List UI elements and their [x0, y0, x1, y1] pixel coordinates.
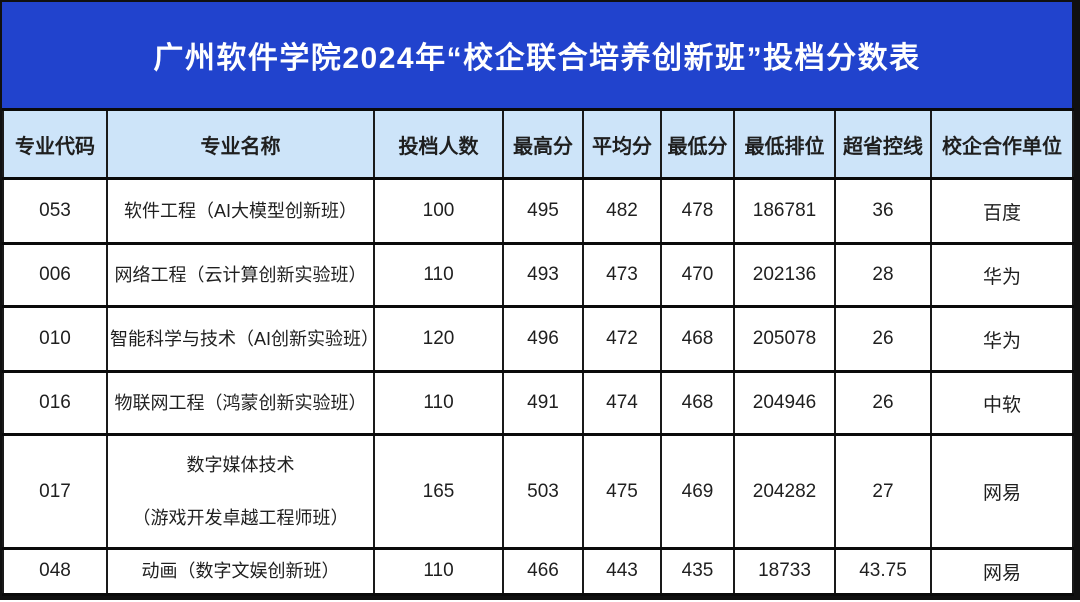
- cell-min-rank: 205078: [733, 305, 836, 374]
- cell-major-name: 智能科学与技术（AI创新实验班）: [106, 305, 375, 374]
- title-banner: 广州软件学院2024年“校企联合培养创新班”投档分数表: [2, 2, 1072, 108]
- cell-admit-count: 110: [373, 546, 504, 597]
- col-header-major-code: 专业代码: [2, 108, 108, 180]
- cell-over-control-line: 27: [834, 433, 932, 550]
- cell-avg-score: 482: [582, 176, 662, 246]
- cell-admit-count: 110: [373, 242, 504, 309]
- cell-over-control-line: 26: [834, 370, 932, 437]
- cell-over-control-line: 43.75: [834, 546, 932, 597]
- cell-min-rank: 204946: [733, 370, 836, 437]
- cell-min-score: 470: [660, 242, 735, 309]
- cell-major-code: 017: [2, 433, 108, 550]
- col-header-over-control-line: 超省控线: [834, 108, 932, 180]
- cell-min-score: 468: [660, 370, 735, 437]
- col-header-admit-count: 投档人数: [373, 108, 504, 180]
- cell-partner-company: 网易: [930, 433, 1074, 550]
- cell-major-code: 053: [2, 176, 108, 246]
- cell-admit-count: 110: [373, 370, 504, 437]
- table-row: 016 物联网工程（鸿蒙创新实验班） 110 491 474 468 20494…: [2, 370, 1074, 437]
- cell-min-score: 469: [660, 433, 735, 550]
- table-row: 010 智能科学与技术（AI创新实验班） 120 496 472 468 205…: [2, 305, 1074, 374]
- cell-major-code: 010: [2, 305, 108, 374]
- table-row: 048 动画（数字文娱创新班） 110 466 443 435 18733 43…: [2, 546, 1074, 597]
- cell-major-code: 016: [2, 370, 108, 437]
- cell-max-score: 503: [502, 433, 584, 550]
- cell-min-rank: 18733: [733, 546, 836, 597]
- cell-partner-company: 百度: [930, 176, 1074, 246]
- score-table: 专业代码 专业名称 投档人数 最高分 平均分 最低分 最低排位 超省控线 校企合…: [2, 108, 1074, 597]
- cell-over-control-line: 28: [834, 242, 932, 309]
- col-header-avg-score: 平均分: [582, 108, 662, 180]
- cell-min-rank: 186781: [733, 176, 836, 246]
- cell-major-name: 数字媒体技术 （游戏开发卓越工程师班）: [106, 433, 375, 550]
- col-header-partner-company: 校企合作单位: [930, 108, 1074, 180]
- cell-avg-score: 475: [582, 433, 662, 550]
- cell-over-control-line: 36: [834, 176, 932, 246]
- col-header-max-score: 最高分: [502, 108, 584, 180]
- cell-major-name: 网络工程（云计算创新实验班）: [106, 242, 375, 309]
- cell-partner-company: 中软: [930, 370, 1074, 437]
- cell-max-score: 495: [502, 176, 584, 246]
- cell-partner-company: 华为: [930, 305, 1074, 374]
- cell-admit-count: 165: [373, 433, 504, 550]
- cell-admit-count: 120: [373, 305, 504, 374]
- cell-partner-company: 华为: [930, 242, 1074, 309]
- cell-min-score: 478: [660, 176, 735, 246]
- cell-partner-company: 网易: [930, 546, 1074, 597]
- cell-min-rank: 204282: [733, 433, 836, 550]
- table-row: 053 软件工程（AI大模型创新班） 100 495 482 478 18678…: [2, 176, 1074, 246]
- cell-max-score: 493: [502, 242, 584, 309]
- cell-major-name: 物联网工程（鸿蒙创新实验班）: [106, 370, 375, 437]
- page-title: 广州软件学院2024年“校企联合培养创新班”投档分数表: [153, 42, 921, 75]
- cell-admit-count: 100: [373, 176, 504, 246]
- table-row: 017 数字媒体技术 （游戏开发卓越工程师班） 165 503 475 469 …: [2, 433, 1074, 550]
- cell-min-score: 435: [660, 546, 735, 597]
- cell-major-code: 006: [2, 242, 108, 309]
- cell-max-score: 491: [502, 370, 584, 437]
- col-header-major-name: 专业名称: [106, 108, 375, 180]
- cell-over-control-line: 26: [834, 305, 932, 374]
- header-row: 专业代码 专业名称 投档人数 最高分 平均分 最低分 最低排位 超省控线 校企合…: [2, 108, 1074, 180]
- cell-max-score: 466: [502, 546, 584, 597]
- cell-avg-score: 443: [582, 546, 662, 597]
- col-header-min-score: 最低分: [660, 108, 735, 180]
- cell-avg-score: 473: [582, 242, 662, 309]
- cell-major-name: 动画（数字文娱创新班）: [106, 546, 375, 597]
- col-header-min-rank: 最低排位: [733, 108, 836, 180]
- cell-avg-score: 474: [582, 370, 662, 437]
- cell-major-code: 048: [2, 546, 108, 597]
- cell-max-score: 496: [502, 305, 584, 374]
- cell-avg-score: 472: [582, 305, 662, 374]
- table-row: 006 网络工程（云计算创新实验班） 110 493 473 470 20213…: [2, 242, 1074, 309]
- cell-min-score: 468: [660, 305, 735, 374]
- cell-major-name: 软件工程（AI大模型创新班）: [106, 176, 375, 246]
- cell-min-rank: 202136: [733, 242, 836, 309]
